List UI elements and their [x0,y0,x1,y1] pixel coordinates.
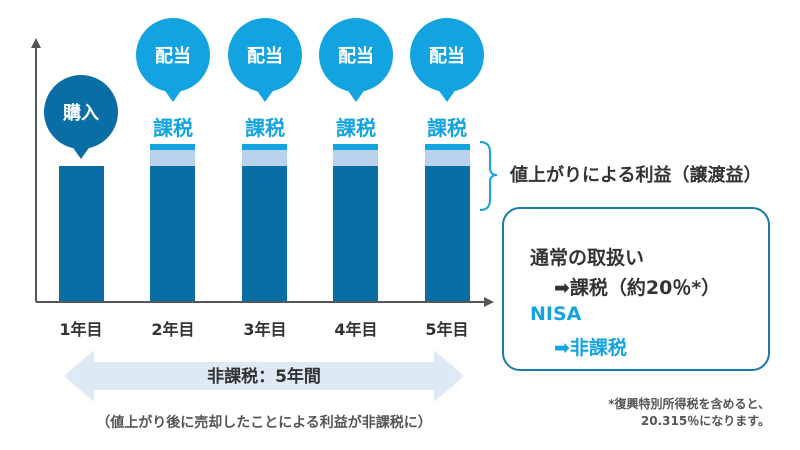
dividend-cap [425,144,470,150]
period-note: （値上がり後に売却したことによる利益が非課税に） [96,414,432,431]
event-bubbles: 購入 配当 配当 配当 配当 [44,18,484,159]
dividend-cap [242,144,287,150]
normal-account-tax: ➡課税（約20％*） [554,277,721,299]
gain-brace: 値上がりによる利益（譲渡益） [479,141,761,211]
tax-label-2: 課税 [153,116,193,140]
footnote-line-2: 20.315％になります。 [640,414,770,428]
tax-comparison-box: 通常の取扱い ➡課税（約20％*） NISA ➡非課税 [502,207,770,371]
dividend-bubble-4: 配当 [319,18,393,102]
dividend-cap [333,144,378,150]
gain-segment [150,150,195,166]
base-value-bar [425,166,470,301]
nisa-title: NISA [530,303,582,325]
year-label-1: 1年目 [59,320,102,339]
year-bar-5 [425,144,470,301]
tax-labels: 課税 課税 課税 課税 [153,116,467,140]
dividend-bubble-3: 配当 [228,18,302,102]
dividend-cap [150,144,195,150]
year-label-2: 2年目 [151,320,194,339]
nisa-tax: ➡非課税 [554,337,627,359]
purchase-bubble-label: 購入 [62,102,99,124]
year-label-4: 4年目 [334,320,377,339]
axes [31,38,494,307]
x-axis-arrowhead [484,297,494,307]
dividend-bubble-label: 配当 [429,45,465,67]
gain-segment [242,150,287,166]
gain-label: 値上がりによる利益（譲渡益） [509,164,761,186]
tax-label-4: 課税 [336,116,376,140]
purchase-bubble: 購入 [44,75,118,159]
dividend-bubble-label: 配当 [338,45,374,67]
period-arrow: 非課税：5年間 [64,350,464,402]
year-label-5: 5年目 [425,320,468,339]
year-label-3: 3年目 [243,320,286,339]
gain-segment [333,150,378,166]
year-bar-1 [59,166,104,301]
footnote: *復興特別所得税を含めると、 20.315％になります。 [540,396,770,430]
footnote-line-1: *復興特別所得税を含めると、 [608,397,770,411]
dividend-bubble-label: 配当 [155,45,191,67]
dividend-bubble-5: 配当 [410,18,484,102]
year-bars [59,144,470,301]
dividend-bubble-label: 配当 [247,45,283,67]
year-bar-4 [333,144,378,301]
base-value-bar [59,166,104,301]
year-bar-2 [150,144,195,301]
base-value-bar [333,166,378,301]
gain-segment [425,150,470,166]
period-label: 非課税：5年間 [207,366,321,387]
dividend-bubble-2: 配当 [136,18,210,102]
normal-account-title: 通常の取扱い [530,247,645,269]
year-labels: 1年目 2年目 3年目 4年目 5年目 [59,320,468,339]
tax-label-3: 課税 [245,116,285,140]
base-value-bar [150,166,195,301]
base-value-bar [242,166,287,301]
year-bar-3 [242,144,287,301]
tax-label-5: 課税 [427,116,467,140]
y-axis-arrowhead [31,38,41,48]
